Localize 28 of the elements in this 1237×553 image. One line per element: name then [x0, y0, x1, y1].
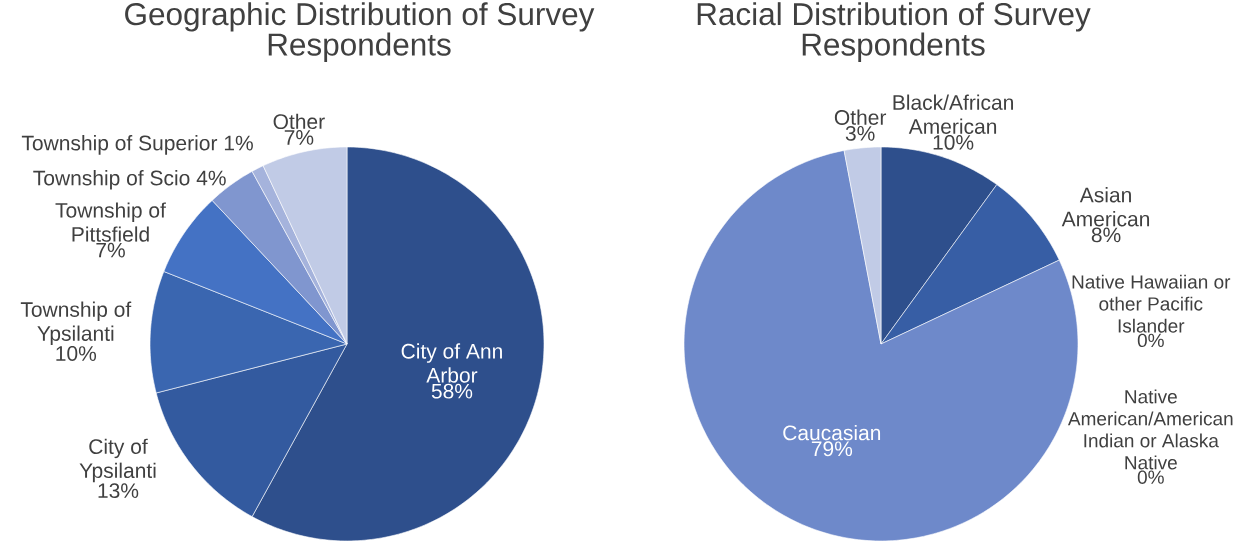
text: 0% [1137, 470, 1164, 484]
slice-label: Caucasian [783, 424, 881, 441]
text: 0% [1137, 333, 1164, 348]
slice-label: Township of Ypsilanti [20, 301, 132, 346]
data-label: 7% [96, 242, 125, 258]
data-label: 58% [431, 383, 473, 399]
slice-label: Asian American [1061, 187, 1150, 227]
data-label: 10% [56, 346, 97, 361]
slice-label: Other [834, 109, 887, 125]
data-label: 4% [196, 170, 226, 186]
slice-label: Other [273, 113, 325, 130]
slice-label: Township of Pittsfield [55, 202, 166, 242]
slice-label: City of Ann Arbor [401, 343, 502, 383]
chart-title: Geographic Distribution of Survey Respondents [125, 2, 595, 62]
slice-label: Township of Scio [33, 170, 190, 190]
data-label: 13% [98, 483, 139, 499]
slice-label: Township of Superior [21, 135, 218, 155]
slice-label: Black/African American [893, 94, 1013, 134]
chart-title: Racial Distribution of Survey Respondents [697, 2, 1091, 62]
slice-label: City of Ypsilanti [79, 438, 156, 483]
category-label: Native Hawaiian or other Pacific Islander [1072, 274, 1231, 333]
category-label: Native American/American Indian or Alaska Native [1067, 389, 1233, 470]
data-label: 8% [1091, 227, 1121, 243]
data-label: 10% [933, 134, 974, 150]
data-label: 1% [224, 135, 253, 151]
data-label: 7% [284, 130, 314, 145]
data-label: 3% [845, 125, 875, 141]
data-label: 79% [811, 441, 853, 457]
